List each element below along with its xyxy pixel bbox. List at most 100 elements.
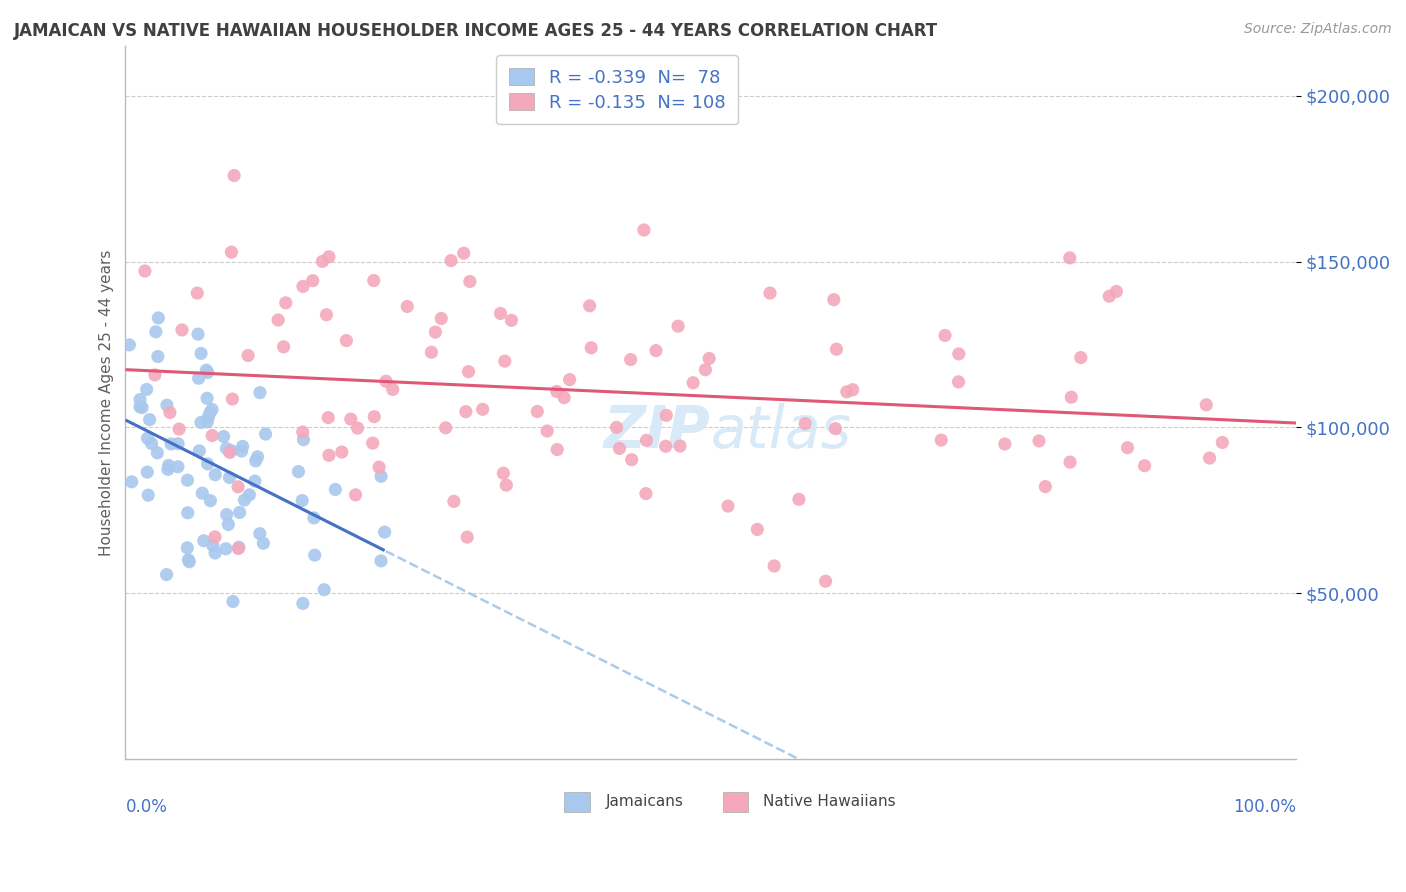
Point <box>249 385 271 400</box>
Point <box>396 300 419 314</box>
Point <box>666 319 689 334</box>
Point <box>198 405 221 419</box>
Point <box>200 493 222 508</box>
Point <box>291 596 314 610</box>
Point <box>434 421 457 435</box>
Point <box>717 499 740 513</box>
Point <box>204 530 226 544</box>
Point <box>222 594 245 608</box>
Text: ZIP: ZIP <box>605 402 711 459</box>
Point <box>249 526 271 541</box>
Point <box>160 437 183 451</box>
Text: Jamaicans: Jamaicans <box>606 794 683 809</box>
Point <box>346 421 368 435</box>
Point <box>273 340 295 354</box>
Point <box>814 574 837 589</box>
Point <box>243 474 266 488</box>
Point <box>311 254 333 268</box>
Point <box>304 548 326 562</box>
Point <box>177 506 200 520</box>
Point <box>145 325 167 339</box>
Point <box>129 392 152 407</box>
Point <box>489 306 512 320</box>
Point <box>553 391 575 405</box>
Point <box>425 325 447 339</box>
Point <box>420 345 443 359</box>
Point <box>228 541 250 556</box>
Point <box>492 467 515 481</box>
Point <box>218 445 240 459</box>
Point <box>252 536 274 550</box>
Point <box>620 352 643 367</box>
Point <box>197 366 219 380</box>
Point <box>315 308 337 322</box>
Point <box>495 478 517 492</box>
Point <box>195 392 218 406</box>
Point <box>156 462 179 476</box>
Point <box>1035 480 1057 494</box>
Point <box>302 511 325 525</box>
Point <box>578 299 600 313</box>
Point <box>212 429 235 443</box>
Point <box>381 383 404 397</box>
Point <box>204 546 226 560</box>
Point <box>368 460 391 475</box>
Point <box>314 582 336 597</box>
Point <box>195 415 218 429</box>
Point <box>215 541 238 556</box>
Point <box>201 402 224 417</box>
Point <box>221 443 243 458</box>
Point <box>526 404 548 418</box>
Point <box>316 410 339 425</box>
Point <box>146 350 169 364</box>
Point <box>323 483 346 497</box>
Point <box>825 343 848 357</box>
Point <box>835 384 858 399</box>
Point <box>218 470 240 484</box>
Point <box>620 452 643 467</box>
Point <box>228 541 250 555</box>
Point <box>546 442 568 457</box>
Point <box>318 250 340 264</box>
Point <box>179 555 201 569</box>
Point <box>494 354 516 368</box>
Point <box>197 457 219 471</box>
Point <box>335 334 357 348</box>
Text: 100.0%: 100.0% <box>1233 798 1296 816</box>
Point <box>634 486 657 500</box>
Point <box>609 442 631 456</box>
Point <box>501 313 523 327</box>
Point <box>232 439 254 453</box>
Point <box>558 373 581 387</box>
Point <box>245 454 267 468</box>
Point <box>176 541 198 555</box>
Point <box>363 409 385 424</box>
Point <box>141 436 163 450</box>
Point <box>697 351 720 366</box>
Point <box>1105 285 1128 299</box>
Point <box>238 488 260 502</box>
Point <box>361 436 384 450</box>
Point <box>118 338 141 352</box>
Point <box>453 246 475 260</box>
Point <box>148 310 170 325</box>
Point <box>231 444 253 458</box>
Legend: R = -0.339  N=  78, R = -0.135  N= 108: R = -0.339 N= 78, R = -0.135 N= 108 <box>496 55 738 125</box>
Point <box>363 274 385 288</box>
Point <box>994 437 1017 451</box>
Text: atlas: atlas <box>711 402 852 459</box>
Point <box>823 293 845 307</box>
Text: Source: ZipAtlas.com: Source: ZipAtlas.com <box>1244 22 1392 37</box>
Point <box>440 253 463 268</box>
Point <box>318 448 340 462</box>
Point <box>456 530 478 544</box>
Point <box>633 223 655 237</box>
Point <box>215 508 238 522</box>
Point <box>157 458 180 473</box>
FancyBboxPatch shape <box>723 792 748 813</box>
Point <box>221 392 243 406</box>
Point <box>121 475 143 489</box>
Point <box>177 553 200 567</box>
Point <box>156 398 179 412</box>
Point <box>934 328 956 343</box>
